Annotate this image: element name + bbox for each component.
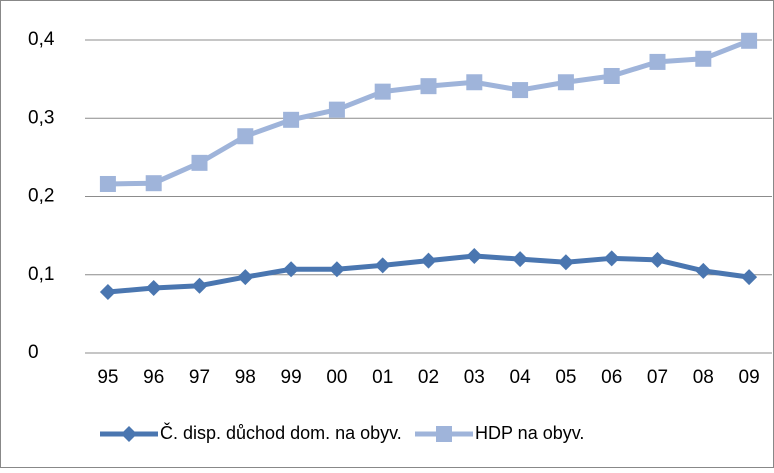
y-tick-label: 0,3 <box>28 107 54 128</box>
x-tick-label: 98 <box>235 367 256 388</box>
series-marker <box>374 83 391 100</box>
x-tick-label: 00 <box>326 367 347 388</box>
series-marker <box>557 74 574 91</box>
series-marker <box>328 101 345 118</box>
series-marker <box>649 53 666 70</box>
series-marker <box>99 283 116 300</box>
y-tick-label: 0,2 <box>28 186 54 207</box>
series-marker <box>374 257 391 274</box>
series-marker <box>649 251 666 268</box>
x-tick-label: 09 <box>739 367 760 388</box>
series-marker <box>237 128 254 145</box>
series-marker <box>466 74 483 91</box>
x-tick-label: 07 <box>647 367 668 388</box>
x-tick-label: 95 <box>97 367 118 388</box>
series-marker <box>512 82 529 99</box>
series-marker <box>99 175 116 192</box>
series-marker <box>603 67 620 84</box>
series-marker <box>741 269 758 286</box>
series-marker <box>695 262 712 279</box>
series-marker <box>191 154 208 171</box>
series-marker <box>466 247 483 264</box>
series-marker <box>512 251 529 268</box>
x-tick-label: 01 <box>372 367 393 388</box>
series-marker <box>237 269 254 286</box>
series-marker <box>420 78 437 95</box>
legend-marker <box>436 426 452 442</box>
x-tick-label: 08 <box>693 367 714 388</box>
x-tick-label: 96 <box>143 367 164 388</box>
x-tick-label: 06 <box>601 367 622 388</box>
y-tick-label: 0,1 <box>28 264 54 285</box>
legend-marker <box>121 426 137 442</box>
series-marker <box>283 111 300 128</box>
x-tick-label: 05 <box>555 367 576 388</box>
series-marker <box>145 280 162 297</box>
series-marker <box>328 261 345 278</box>
legend-label: Č. disp. důchod dom. na obyv. <box>160 422 402 443</box>
series-marker <box>695 50 712 67</box>
y-tick-label: 0,4 <box>28 29 55 50</box>
series-marker <box>741 32 758 49</box>
series-marker <box>557 254 574 271</box>
series-marker <box>603 250 620 267</box>
series-marker <box>191 277 208 294</box>
x-tick-label: 03 <box>464 367 485 388</box>
legend-label: HDP na obyv. <box>475 423 584 443</box>
x-tick-label: 04 <box>510 367 532 388</box>
series-marker <box>420 252 437 269</box>
x-tick-label: 99 <box>281 367 302 388</box>
series-marker <box>145 175 162 192</box>
x-tick-label: 97 <box>189 367 210 388</box>
series-marker <box>283 261 300 278</box>
y-tick-label: 0 <box>28 342 39 363</box>
x-tick-label: 02 <box>418 367 439 388</box>
